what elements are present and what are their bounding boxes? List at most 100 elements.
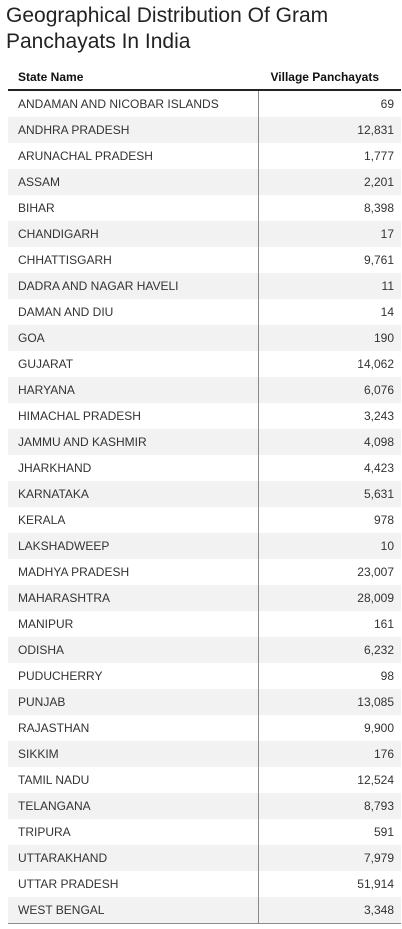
- table-row: RAJASTHAN 9,900: [8, 715, 401, 741]
- village-panchayats-cell: 51,914: [357, 877, 394, 891]
- state-name-cell: UTTARAKHAND: [8, 845, 259, 871]
- village-panchayats-cell: 978: [373, 513, 394, 527]
- state-name-cell: KERALA: [8, 507, 259, 533]
- village-panchayats-cell: 12,831: [258, 117, 401, 143]
- village-panchayats-cell: 4,423: [363, 461, 394, 475]
- table-row: WEST BENGAL 3,348: [8, 897, 401, 924]
- table-row: KERALA 978: [8, 507, 401, 533]
- table-row: CHHATTISGARH 9,761: [8, 247, 401, 273]
- village-panchayats-cell: 12,524: [357, 773, 394, 787]
- table-row: MAHARASHTRA 28,009: [8, 585, 401, 611]
- village-panchayats-cell: 98: [380, 669, 394, 683]
- state-name-cell: MAHARASHTRA: [8, 585, 259, 611]
- table-row: HARYANA 6,076: [8, 377, 401, 403]
- village-panchayats-cell: 14,062: [357, 357, 394, 371]
- village-panchayats-cell: 9,761: [363, 253, 394, 267]
- village-panchayats-cell: 13,085: [258, 689, 401, 715]
- table-row: MANIPUR 161: [8, 611, 401, 637]
- village-panchayats-cell: 591: [373, 825, 394, 839]
- village-panchayats-cell: 3,243: [363, 409, 394, 423]
- table-body: ANDAMAN AND NICOBAR ISLANDS 69 ANDHRA PRAD…: [8, 90, 401, 924]
- table-row: DAMAN AND DIU 14: [8, 299, 401, 325]
- table-row: BIHAR 8,398: [8, 195, 401, 221]
- village-panchayats-cell: 7,979: [258, 845, 401, 871]
- state-name-cell: RAJASTHAN: [8, 715, 259, 741]
- table-row: DADRA AND NAGAR HAVELI 11: [8, 273, 401, 299]
- state-name-cell: CHANDIGARH: [8, 221, 259, 247]
- table-row: HIMACHAL PRADESH 3,243: [8, 403, 401, 429]
- table-row: LAKSHADWEEP 10: [8, 533, 401, 559]
- village-panchayats-cell: 17: [258, 221, 401, 247]
- village-panchayats-cell: 6,232: [258, 637, 401, 663]
- column-header-state[interactable]: State Name: [8, 64, 258, 91]
- table-row: KARNATAKA 5,631: [8, 481, 401, 507]
- state-name-cell: GOA: [8, 325, 259, 351]
- table-row: ASSAM 2,201: [8, 169, 401, 195]
- state-name-cell: TRIPURA: [8, 819, 259, 845]
- state-name-cell: MADHYA PRADESH: [8, 559, 259, 585]
- state-name-cell: KARNATAKA: [8, 481, 259, 507]
- state-name-cell: ASSAM: [8, 169, 259, 195]
- state-name-cell: ODISHA: [8, 637, 259, 663]
- table-row: TELANGANA 8,793: [8, 793, 401, 819]
- village-panchayats-cell: 11: [258, 273, 401, 299]
- table-row: ODISHA 6,232: [8, 637, 401, 663]
- village-panchayats-cell: 1,777: [363, 149, 394, 163]
- state-name-cell: UTTAR PRADESH: [8, 871, 259, 897]
- table-row: TAMIL NADU 12,524: [8, 767, 401, 793]
- table-row: TRIPURA 591: [8, 819, 401, 845]
- table-row: MADHYA PRADESH 23,007: [8, 559, 401, 585]
- state-name-cell: DAMAN AND DIU: [8, 299, 259, 325]
- table-row: PUNJAB 13,085: [8, 689, 401, 715]
- table-row: PUDUCHERRY 98: [8, 663, 401, 689]
- village-panchayats-cell: 5,631: [258, 481, 401, 507]
- state-name-cell: ARUNACHAL PRADESH: [8, 143, 259, 169]
- column-header-village-panchayats[interactable]: Village Panchayats: [258, 64, 401, 91]
- panchayat-table: State Name Village Panchayats ANDAMAN AN…: [8, 64, 401, 924]
- table-header-row: State Name Village Panchayats: [8, 64, 401, 91]
- table-row: ANDAMAN AND NICOBAR ISLANDS 69: [8, 90, 401, 117]
- village-panchayats-cell: 190: [258, 325, 401, 351]
- state-name-cell: DADRA AND NAGAR HAVELI: [8, 273, 259, 299]
- state-name-cell: PUNJAB: [8, 689, 259, 715]
- state-name-cell: TAMIL NADU: [8, 767, 259, 793]
- table-row: GUJARAT 14,062: [8, 351, 401, 377]
- table-row: GOA 190: [8, 325, 401, 351]
- village-panchayats-cell: 3,348: [258, 897, 401, 924]
- table-row: JHARKHAND 4,423: [8, 455, 401, 481]
- table-row: CHANDIGARH 17: [8, 221, 401, 247]
- data-table-container: State Name Village Panchayats ANDAMAN AN…: [8, 64, 401, 924]
- table-row: ANDHRA PRADESH 12,831: [8, 117, 401, 143]
- state-name-cell: ANDHRA PRADESH: [8, 117, 259, 143]
- village-panchayats-cell: 14: [380, 305, 394, 319]
- table-row: ARUNACHAL PRADESH 1,777: [8, 143, 401, 169]
- village-panchayats-cell: 8,398: [363, 201, 394, 215]
- village-panchayats-cell: 176: [258, 741, 401, 767]
- table-row: UTTAR PRADESH 51,914: [8, 871, 401, 897]
- village-panchayats-cell: 10: [258, 533, 401, 559]
- village-panchayats-cell: 6,076: [258, 377, 401, 403]
- village-panchayats-cell: 4,098: [258, 429, 401, 455]
- state-name-cell: ANDAMAN AND NICOBAR ISLANDS: [8, 90, 259, 117]
- state-name-cell: PUDUCHERRY: [8, 663, 259, 689]
- state-name-cell: MANIPUR: [8, 611, 259, 637]
- state-name-cell: JHARKHAND: [8, 455, 259, 481]
- state-name-cell: SIKKIM: [8, 741, 259, 767]
- table-row: UTTARAKHAND 7,979: [8, 845, 401, 871]
- table-header: State Name Village Panchayats: [8, 64, 401, 91]
- village-panchayats-cell: 161: [373, 617, 394, 631]
- table-row: SIKKIM 176: [8, 741, 401, 767]
- village-panchayats-cell: 28,009: [258, 585, 401, 611]
- state-name-cell: TELANGANA: [8, 793, 259, 819]
- village-panchayats-cell: 8,793: [258, 793, 401, 819]
- state-name-cell: HARYANA: [8, 377, 259, 403]
- state-name-cell: GUJARAT: [8, 351, 259, 377]
- state-name-cell: HIMACHAL PRADESH: [8, 403, 259, 429]
- state-name-cell: JAMMU AND KASHMIR: [8, 429, 259, 455]
- village-panchayats-cell: 9,900: [363, 721, 394, 735]
- village-panchayats-cell: 69: [380, 97, 394, 111]
- page-title: Geographical Distribution Of Gram Pancha…: [6, 4, 329, 53]
- table-row: JAMMU AND KASHMIR 4,098: [8, 429, 401, 455]
- state-name-cell: BIHAR: [8, 195, 259, 221]
- state-name-cell: LAKSHADWEEP: [8, 533, 259, 559]
